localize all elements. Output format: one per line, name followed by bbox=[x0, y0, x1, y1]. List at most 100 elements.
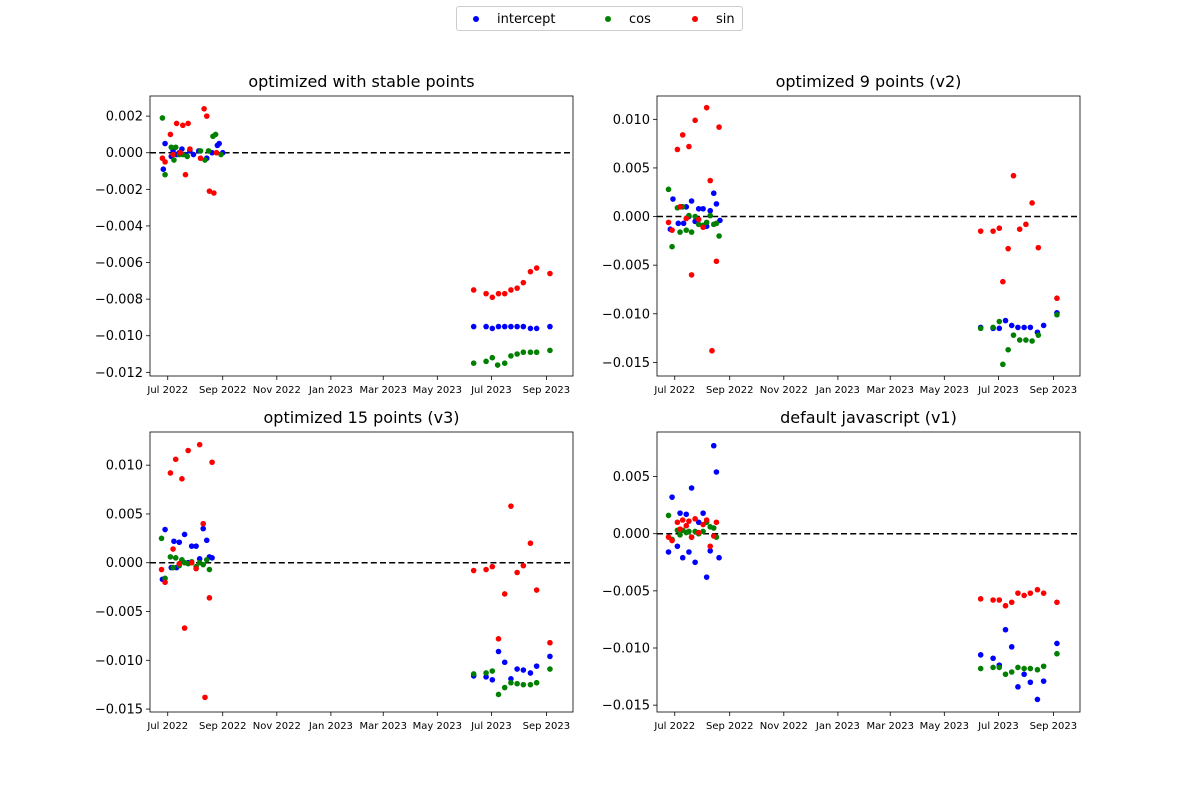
point-cos bbox=[501, 360, 508, 366]
point-intercept bbox=[1027, 324, 1034, 331]
point-sin bbox=[176, 560, 183, 567]
x-tick-label: Sep 2023 bbox=[523, 721, 570, 732]
point-cos bbox=[996, 318, 1003, 325]
point-intercept bbox=[1027, 679, 1034, 686]
x-tick-label: Sep 2022 bbox=[706, 385, 753, 396]
point-cos bbox=[494, 362, 501, 368]
point-cos bbox=[533, 679, 540, 686]
point-sin bbox=[686, 143, 692, 150]
point-intercept bbox=[977, 652, 984, 658]
axes-frame bbox=[656, 95, 1081, 377]
point-sin bbox=[209, 459, 215, 466]
point-sin bbox=[703, 517, 710, 523]
point-sin bbox=[707, 543, 714, 550]
point-cos bbox=[547, 347, 553, 354]
point-cos bbox=[495, 691, 502, 698]
x-tick-label: Sep 2023 bbox=[1030, 721, 1077, 732]
legend-item-cos: cos bbox=[605, 10, 651, 28]
point-intercept bbox=[695, 519, 702, 526]
point-cos bbox=[669, 243, 675, 250]
point-cos bbox=[695, 221, 702, 228]
x-tick-label: Jul 2023 bbox=[977, 385, 1019, 396]
point-sin bbox=[713, 258, 720, 265]
point-sin bbox=[1054, 599, 1060, 606]
chart-panel-3: optimized 15 points (v3) 0.010 0.005 0.000 −… bbox=[95, 408, 574, 732]
point-intercept bbox=[188, 543, 195, 549]
point-sin bbox=[677, 526, 683, 532]
point-intercept bbox=[1002, 317, 1009, 324]
point-intercept bbox=[1008, 322, 1015, 329]
point-sin bbox=[527, 540, 534, 547]
point-cos bbox=[686, 528, 692, 535]
y-tick-label: −0.015 bbox=[602, 356, 650, 371]
point-cos bbox=[1034, 666, 1041, 673]
point-intercept bbox=[695, 205, 702, 212]
point-cos bbox=[683, 227, 690, 233]
chart-title: optimized with stable points bbox=[248, 72, 474, 91]
x-tick-label: Sep 2022 bbox=[199, 385, 246, 396]
point-sin bbox=[197, 155, 204, 162]
point-intercept bbox=[483, 323, 489, 330]
point-sin bbox=[547, 270, 553, 277]
point-cos bbox=[665, 186, 672, 193]
x-tick-label: Jul 2023 bbox=[977, 721, 1019, 732]
point-intercept bbox=[1002, 626, 1009, 633]
point-sin bbox=[1034, 586, 1041, 593]
point-sin bbox=[1008, 599, 1015, 606]
point-cos bbox=[205, 148, 212, 154]
x-tick-label: Mar 2023 bbox=[359, 721, 407, 732]
point-sin bbox=[716, 124, 722, 130]
point-intercept bbox=[489, 325, 496, 332]
y-tick-label: −0.010 bbox=[95, 329, 143, 344]
x-tick-label: May 2023 bbox=[413, 721, 462, 732]
point-cos bbox=[700, 528, 706, 535]
point-cos bbox=[483, 358, 489, 365]
x-tick-label: Jan 2023 bbox=[815, 385, 860, 396]
point-cos bbox=[1021, 665, 1027, 672]
point-sin bbox=[213, 149, 220, 156]
chart-panel-4: default javascript (v1) 0.005 0.000 −0.005 −… bbox=[602, 408, 1081, 732]
point-intercept bbox=[181, 531, 188, 538]
point-intercept bbox=[683, 511, 690, 518]
data-points bbox=[665, 104, 1060, 368]
point-sin bbox=[527, 268, 534, 275]
point-cos bbox=[168, 144, 175, 151]
point-intercept bbox=[533, 325, 540, 332]
chart-title: optimized 15 points (v3) bbox=[264, 408, 460, 427]
x-tick-label: Nov 2022 bbox=[253, 721, 301, 732]
x-tick-label: Sep 2022 bbox=[199, 721, 246, 732]
point-cos bbox=[665, 512, 672, 519]
point-sin bbox=[707, 177, 714, 184]
point-intercept bbox=[1040, 678, 1047, 684]
chart-panel-2: optimized 9 points (v2) 0.010 0.005 0.000 −0… bbox=[602, 72, 1081, 396]
data-points bbox=[159, 106, 553, 368]
point-sin bbox=[669, 227, 675, 233]
y-tick-label: −0.005 bbox=[602, 259, 650, 274]
point-intercept bbox=[1015, 684, 1021, 690]
chart-title: optimized 9 points (v2) bbox=[776, 72, 962, 91]
point-intercept bbox=[196, 556, 203, 562]
point-sin bbox=[1029, 200, 1035, 206]
x-tick-label: May 2023 bbox=[413, 385, 462, 396]
x-tick-label: Jan 2023 bbox=[815, 721, 860, 732]
point-sin bbox=[1015, 590, 1021, 596]
axes-frame bbox=[149, 431, 574, 713]
point-sin bbox=[1040, 590, 1047, 596]
point-sin bbox=[495, 636, 502, 642]
point-intercept bbox=[716, 554, 722, 561]
point-cos bbox=[206, 566, 213, 573]
point-sin bbox=[470, 287, 477, 293]
point-cos bbox=[990, 324, 996, 331]
y-tick-label: 0.000 bbox=[106, 146, 143, 161]
point-sin bbox=[688, 272, 695, 278]
point-sin bbox=[683, 215, 690, 222]
point-intercept bbox=[520, 667, 527, 673]
point-intercept bbox=[688, 198, 695, 204]
point-cos bbox=[1029, 338, 1035, 344]
point-cos bbox=[508, 353, 514, 359]
point-intercept bbox=[996, 325, 1003, 332]
point-cos bbox=[707, 212, 714, 219]
y-tick-label: −0.005 bbox=[602, 584, 650, 599]
point-intercept bbox=[216, 140, 222, 147]
point-sin bbox=[520, 562, 527, 569]
